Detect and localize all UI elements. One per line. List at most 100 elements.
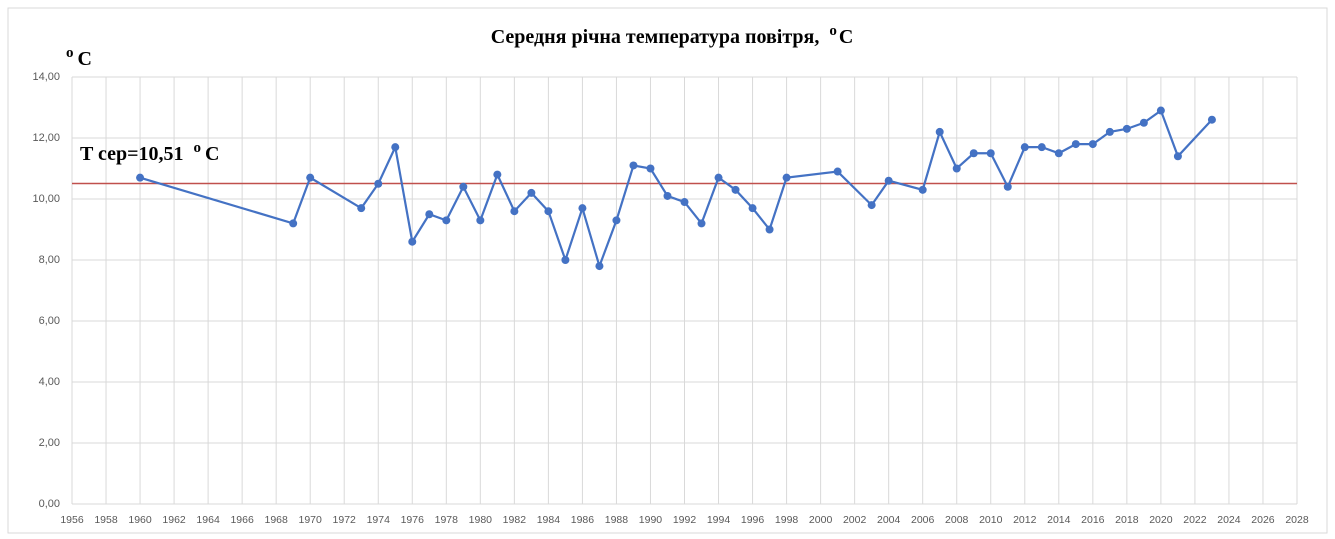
x-tick-label: 1956	[60, 514, 84, 526]
marker	[986, 149, 995, 158]
x-tick-label: 2010	[979, 514, 1003, 526]
x-tick-label: 1962	[162, 514, 186, 526]
marker	[1003, 182, 1012, 191]
x-tick-label: 1978	[435, 514, 459, 526]
marker	[578, 204, 587, 213]
x-tick-label: 1968	[264, 514, 288, 526]
marker	[782, 173, 791, 182]
y-tick-label: 10,00	[32, 193, 60, 205]
x-tick-label: 1980	[469, 514, 493, 526]
x-tick-label: 1996	[741, 514, 765, 526]
x-tick-label: 1994	[707, 514, 731, 526]
marker	[1156, 106, 1165, 115]
marker	[391, 143, 400, 152]
marker	[1071, 140, 1080, 149]
marker	[731, 185, 740, 194]
marker	[459, 182, 468, 191]
marker	[1037, 143, 1046, 152]
x-tick-label: 2020	[1149, 514, 1173, 526]
x-tick-label: 1992	[673, 514, 697, 526]
x-tick-label: 1990	[639, 514, 663, 526]
y-tick-label: 2,00	[39, 437, 60, 449]
marker	[1139, 118, 1148, 127]
x-tick-label: 2006	[911, 514, 935, 526]
x-tick-label: 2002	[843, 514, 867, 526]
x-tick-label: 2014	[1047, 514, 1071, 526]
marker	[646, 164, 655, 173]
marker	[884, 176, 893, 185]
marker	[612, 216, 621, 225]
x-tick-label: 1986	[571, 514, 595, 526]
x-tick-label: 2018	[1115, 514, 1139, 526]
marker	[442, 216, 451, 225]
x-tick-label: 1964	[196, 514, 220, 526]
x-tick-label: 1972	[333, 514, 357, 526]
chart-frame	[7, 7, 1328, 534]
marker	[697, 219, 706, 228]
marker	[561, 256, 570, 264]
marker	[952, 164, 961, 173]
marker	[544, 207, 553, 216]
x-tick-label: 2008	[945, 514, 969, 526]
marker	[1054, 149, 1063, 158]
x-tick-label: 1998	[775, 514, 799, 526]
x-tick-label: 1974	[367, 514, 391, 526]
marker	[833, 167, 842, 176]
marker	[1020, 143, 1029, 152]
marker	[1105, 127, 1114, 136]
x-tick-label: 2016	[1081, 514, 1105, 526]
marker	[1207, 115, 1216, 124]
plot-area: 0,00 2,00 4,00 6,00 8,00 10,00 12,00 14,00 1956 1…	[32, 71, 1308, 526]
y-tick-label: 6,00	[39, 315, 60, 327]
marker	[629, 161, 638, 170]
marker	[357, 204, 366, 213]
marker	[425, 210, 434, 219]
marker	[374, 179, 383, 188]
marker	[527, 188, 536, 197]
marker	[289, 219, 298, 228]
marker	[1088, 140, 1097, 149]
x-tick-label: 2004	[877, 514, 901, 526]
marker	[680, 198, 689, 207]
y-tick-label: 0,00	[39, 498, 60, 510]
marker	[663, 191, 672, 200]
mean-label: T сер=10,51 o C	[80, 140, 219, 164]
marker	[1122, 124, 1131, 133]
x-tick-label: 2022	[1183, 514, 1207, 526]
marker	[408, 237, 417, 246]
x-tick-label: 2000	[809, 514, 833, 526]
marker	[493, 170, 502, 179]
y-tick-label: 14,00	[32, 71, 60, 83]
x-tick-label: 2026	[1251, 514, 1275, 526]
x-tick-label: 1984	[537, 514, 561, 526]
marker	[595, 262, 604, 271]
marker	[748, 204, 757, 213]
x-tick-label: 2012	[1013, 514, 1037, 526]
x-tick-label: 1982	[503, 514, 527, 526]
marker	[918, 185, 927, 194]
marker	[136, 173, 145, 182]
marker	[476, 216, 485, 225]
y-tick-label: 12,00	[32, 132, 60, 144]
marker	[714, 173, 723, 182]
x-tick-label: 1958	[94, 514, 118, 526]
marker	[1173, 152, 1182, 161]
x-tick-label: 1970	[299, 514, 323, 526]
chart-title: Середня річна температура повітря, o C	[491, 23, 854, 47]
x-tick-label: 1976	[401, 514, 425, 526]
marker	[765, 225, 774, 234]
marker	[935, 127, 944, 136]
marker	[306, 173, 315, 182]
y-tick-label: 4,00	[39, 376, 60, 388]
marker	[969, 149, 978, 158]
y-tick-label: 8,00	[39, 254, 60, 266]
x-tick-label: 2024	[1217, 514, 1241, 526]
x-tick-label: 1988	[605, 514, 629, 526]
marker	[867, 201, 876, 210]
x-tick-label: 2028	[1285, 514, 1309, 526]
x-tick-label: 1966	[230, 514, 254, 526]
x-tick-label: 1960	[128, 514, 152, 526]
marker	[510, 207, 519, 216]
